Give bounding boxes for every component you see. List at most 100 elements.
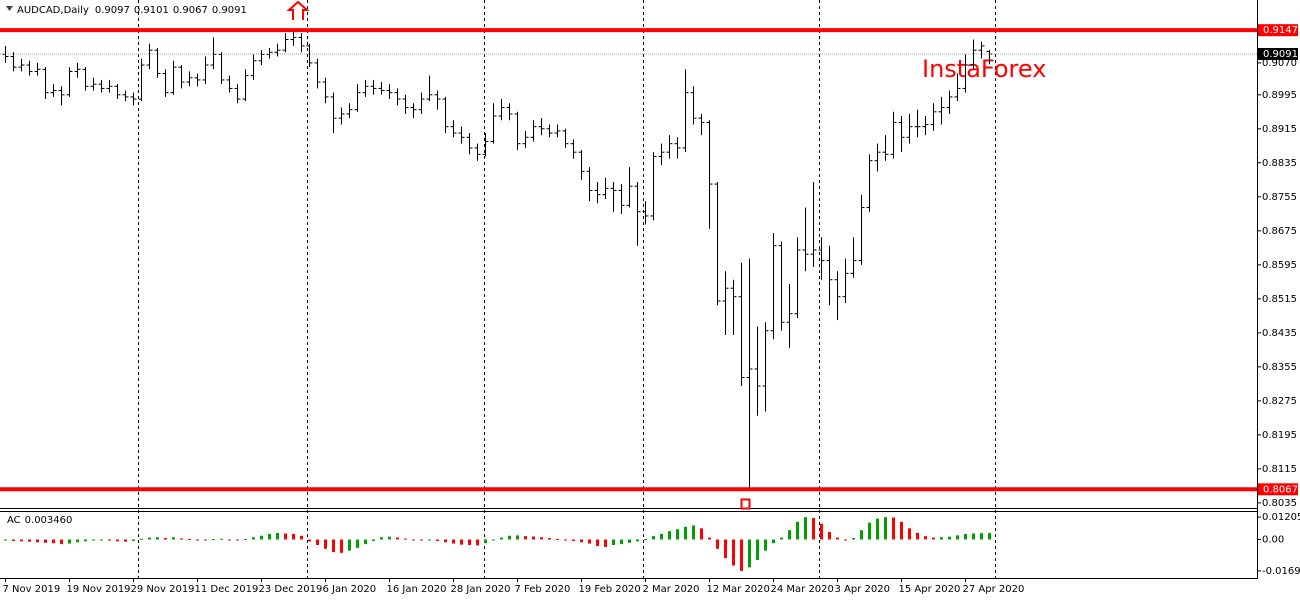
histogram-bar — [908, 528, 911, 540]
histogram-bar — [428, 539, 431, 541]
level-label: 0.8067 — [1263, 484, 1298, 495]
histogram-bar — [844, 539, 847, 541]
x-tick-label: 2 Mar 2020 — [643, 584, 700, 595]
histogram-bar — [20, 539, 23, 542]
histogram-bar — [540, 537, 543, 540]
histogram-bar — [892, 517, 895, 540]
y-tick-label: 0.8755 — [1262, 192, 1297, 203]
histogram-bar — [932, 537, 935, 540]
x-tick-label: 12 Mar 2020 — [707, 584, 770, 595]
x-tick-label: 11 Dec 2019 — [195, 584, 259, 595]
histogram-bar — [708, 537, 711, 540]
histogram-bar — [284, 533, 287, 540]
chart-header: AUDCAD,Daily 0.9097 0.9101 0.9067 0.9091 — [17, 5, 247, 16]
x-tick-label: 7 Nov 2019 — [3, 584, 61, 595]
histogram-bar — [812, 518, 815, 540]
histogram-bar — [508, 535, 511, 540]
histogram-bar — [252, 537, 255, 540]
histogram-bar — [924, 536, 927, 540]
histogram-bar — [220, 538, 223, 540]
close-value: 0.9091 — [212, 5, 247, 16]
histogram-bar — [612, 539, 615, 546]
histogram-bar — [292, 533, 295, 540]
histogram-bar — [100, 539, 103, 541]
y-tick-label: 0.8355 — [1262, 362, 1297, 373]
histogram-bar — [740, 539, 743, 571]
histogram-bar — [724, 539, 727, 559]
histogram-bar — [820, 523, 823, 540]
histogram-bar — [356, 539, 359, 548]
histogram-bar — [900, 521, 903, 540]
histogram-bar — [36, 539, 39, 543]
watermark: InstaForex — [922, 55, 1046, 83]
histogram-bar — [756, 539, 759, 560]
low-value: 0.9067 — [173, 5, 208, 16]
y-tick-label: 0.8115 — [1262, 464, 1297, 475]
current-price-label: 0.9091 — [1263, 49, 1298, 60]
square-marker — [740, 498, 751, 510]
x-tick-label: 3 Apr 2020 — [835, 584, 890, 595]
current-price-box — [1258, 47, 1298, 60]
histogram-bar — [244, 538, 247, 540]
histogram-bar — [308, 539, 311, 542]
histogram-bar — [588, 539, 591, 544]
histogram-bar — [148, 537, 151, 540]
histogram-bar — [780, 537, 783, 540]
indicator-value: 0.003460 — [25, 515, 73, 526]
histogram-bar — [444, 539, 447, 543]
x-tick-label: 6 Jan 2020 — [323, 584, 377, 595]
level-box — [1258, 24, 1298, 37]
histogram-bar — [380, 537, 383, 540]
histogram-bar — [516, 535, 519, 540]
histogram-bar — [580, 539, 583, 543]
histogram-bar — [748, 539, 751, 568]
histogram-bar — [332, 539, 335, 553]
x-tick-label: 16 Jan 2020 — [387, 584, 447, 595]
histogram-bar — [164, 537, 167, 540]
histogram-bar — [620, 539, 623, 545]
histogram-bar — [300, 535, 303, 540]
histogram-bar — [12, 539, 15, 541]
up-arrow-marker — [286, 0, 310, 20]
histogram-bar — [172, 537, 175, 540]
histogram-bar — [940, 537, 943, 540]
histogram-bar — [68, 539, 71, 544]
histogram-bar — [796, 521, 799, 540]
histogram-bar — [404, 538, 407, 540]
histogram-bar — [980, 533, 983, 540]
y-tick-label: 0.8915 — [1262, 124, 1297, 135]
open-value: 0.9097 — [95, 5, 130, 16]
x-tick-label: 7 Feb 2020 — [515, 584, 571, 595]
histogram-bar — [660, 533, 663, 540]
histogram-bar — [212, 539, 215, 541]
histogram-bar — [636, 539, 639, 542]
histogram-bar — [92, 539, 95, 541]
y-tick-label: 0.8035 — [1262, 498, 1297, 509]
indicator-header: AC 0.003460 — [7, 515, 72, 526]
histogram-bar — [972, 533, 975, 540]
histogram-bar — [556, 538, 559, 540]
histogram-bar — [868, 522, 871, 540]
histogram-bar — [196, 539, 199, 541]
histogram-bar — [228, 539, 231, 541]
x-tick-label: 19 Feb 2020 — [579, 584, 641, 595]
y-tick-label: 0.8275 — [1262, 396, 1297, 407]
histogram-bar — [260, 535, 263, 540]
indicator-name: AC — [7, 515, 21, 526]
y-tick-label: 0.8515 — [1262, 294, 1297, 305]
x-tick-label: 27 Apr 2020 — [963, 584, 1025, 595]
histogram-bar — [692, 525, 695, 540]
y-tick-label: 0.012053 — [1262, 512, 1300, 523]
histogram-bar — [948, 536, 951, 540]
histogram-bar — [180, 538, 183, 540]
histogram-bar — [44, 539, 47, 543]
histogram-bar — [60, 539, 63, 545]
histogram-bar — [236, 539, 239, 541]
histogram-bar — [852, 537, 855, 540]
histogram-bar — [988, 533, 991, 540]
histogram-bar — [388, 536, 391, 540]
x-tick-label: 19 Nov 2019 — [67, 584, 131, 595]
histogram-bar — [468, 539, 471, 546]
histogram-bar — [884, 517, 887, 540]
